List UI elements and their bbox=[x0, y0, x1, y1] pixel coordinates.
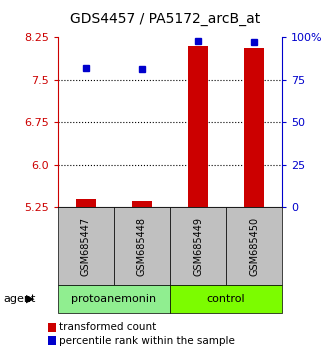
Text: GSM685449: GSM685449 bbox=[193, 217, 203, 275]
Text: transformed count: transformed count bbox=[59, 322, 157, 332]
Text: GSM685448: GSM685448 bbox=[137, 217, 147, 275]
Bar bbox=[132, 201, 152, 207]
Bar bbox=[188, 46, 208, 207]
Text: control: control bbox=[207, 294, 246, 304]
Text: agent: agent bbox=[3, 294, 36, 304]
Text: GSM685450: GSM685450 bbox=[249, 216, 259, 276]
Text: GDS4457 / PA5172_arcB_at: GDS4457 / PA5172_arcB_at bbox=[70, 12, 260, 27]
Text: ▶: ▶ bbox=[26, 294, 35, 304]
Text: protoanemonin: protoanemonin bbox=[71, 294, 156, 304]
Bar bbox=[76, 199, 96, 207]
Text: percentile rank within the sample: percentile rank within the sample bbox=[59, 336, 235, 346]
Bar bbox=[244, 48, 264, 207]
Text: GSM685447: GSM685447 bbox=[81, 216, 91, 276]
